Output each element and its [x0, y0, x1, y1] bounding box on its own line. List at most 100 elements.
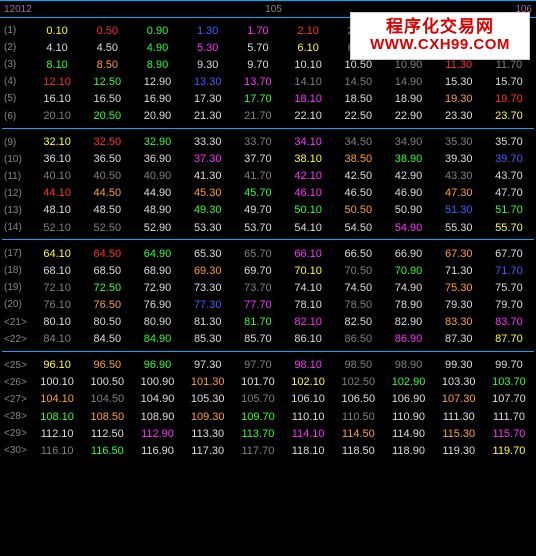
cell: 74.50 — [333, 282, 383, 294]
table-row: (18)68.1068.5068.9069.3069.7070.1070.507… — [2, 262, 534, 279]
cell: 15.70 — [484, 76, 534, 88]
cell: 22.90 — [383, 110, 433, 122]
cell: 53.30 — [183, 222, 233, 234]
cell: 18.10 — [283, 93, 333, 105]
cell: 104.90 — [132, 393, 182, 405]
block-separator — [2, 351, 534, 354]
cell: 69.30 — [183, 265, 233, 277]
cell: 110.90 — [383, 411, 433, 423]
cell: 10.90 — [383, 59, 433, 71]
cell: 110.50 — [333, 411, 383, 423]
cell: 103.30 — [434, 376, 484, 388]
cell: 98.10 — [283, 359, 333, 371]
cell: 11.70 — [484, 59, 534, 71]
cell: 73.30 — [183, 282, 233, 294]
cell: 77.70 — [233, 299, 283, 311]
row-index: <21> — [2, 317, 32, 328]
cell: 16.10 — [32, 93, 82, 105]
cell: 109.70 — [233, 411, 283, 423]
row-index: (5) — [2, 93, 32, 104]
cell: 18.90 — [383, 93, 433, 105]
cell: 79.30 — [434, 299, 484, 311]
cell: 42.50 — [333, 170, 383, 182]
cell: 50.90 — [383, 204, 433, 216]
cell: 40.90 — [132, 170, 182, 182]
cell: 86.90 — [383, 333, 433, 345]
cell: 103.70 — [484, 376, 534, 388]
cell: 35.30 — [434, 136, 484, 148]
cell: 106.90 — [383, 393, 433, 405]
cell: 102.90 — [383, 376, 433, 388]
cell: 17.30 — [183, 93, 233, 105]
cell: 112.10 — [32, 428, 82, 440]
cell: 16.90 — [132, 93, 182, 105]
cell: 36.90 — [132, 153, 182, 165]
table-row: (6)20.1020.5020.9021.3021.7022.1022.5022… — [2, 107, 534, 124]
cell: 68.50 — [82, 265, 132, 277]
cell: 32.90 — [132, 136, 182, 148]
row-index: (18) — [2, 265, 32, 276]
cell: 114.90 — [383, 428, 433, 440]
cell: 22.10 — [283, 110, 333, 122]
row-index: (6) — [2, 111, 32, 122]
cell: 67.70 — [484, 248, 534, 260]
cell: 53.70 — [233, 222, 283, 234]
row-index: <22> — [2, 334, 32, 345]
cell: 42.90 — [383, 170, 433, 182]
cell: 104.10 — [32, 393, 82, 405]
cell: 104.50 — [82, 393, 132, 405]
block-separator — [2, 128, 534, 131]
cell: 98.90 — [383, 359, 433, 371]
row-index: <30> — [2, 445, 32, 456]
row-index: (3) — [2, 59, 32, 70]
row-index: (13) — [2, 205, 32, 216]
cell: 48.10 — [32, 204, 82, 216]
cell: 70.50 — [333, 265, 383, 277]
cell: 106.50 — [333, 393, 383, 405]
table-row: (12)44.1044.5044.9045.3045.7046.1046.504… — [2, 185, 534, 202]
cell: 96.90 — [132, 359, 182, 371]
cell: 38.50 — [333, 153, 383, 165]
cell: 34.10 — [283, 136, 333, 148]
cell: 38.90 — [383, 153, 433, 165]
watermark-cn: 程序化交易网 — [386, 18, 494, 37]
cell: 0.90 — [132, 25, 182, 37]
cell: 85.30 — [183, 333, 233, 345]
cell: 114.10 — [283, 428, 333, 440]
cell: 47.70 — [484, 187, 534, 199]
cell: 80.90 — [132, 316, 182, 328]
cell: 100.50 — [82, 376, 132, 388]
cell: 32.50 — [82, 136, 132, 148]
cell: 82.50 — [333, 316, 383, 328]
cell: 70.90 — [383, 265, 433, 277]
table-row: <27>104.10104.50104.90105.30105.70106.10… — [2, 391, 534, 408]
cell: 39.70 — [484, 153, 534, 165]
cell: 108.90 — [132, 411, 182, 423]
cell: 11.30 — [434, 59, 484, 71]
cell: 46.90 — [383, 187, 433, 199]
cell: 79.70 — [484, 299, 534, 311]
cell: 72.10 — [32, 282, 82, 294]
cell: 54.50 — [333, 222, 383, 234]
row-index: (11) — [2, 171, 32, 182]
cell: 34.90 — [383, 136, 433, 148]
cell: 4.90 — [132, 42, 182, 54]
cell: 54.10 — [283, 222, 333, 234]
row-index: <29> — [2, 428, 32, 439]
cell: 44.10 — [32, 187, 82, 199]
cell: 114.50 — [333, 428, 383, 440]
cell: 70.10 — [283, 265, 333, 277]
cell: 75.30 — [434, 282, 484, 294]
cell: 55.30 — [434, 222, 484, 234]
cell: 78.10 — [283, 299, 333, 311]
cell: 100.90 — [132, 376, 182, 388]
cell: 19.70 — [484, 93, 534, 105]
cell: 76.50 — [82, 299, 132, 311]
cell: 13.30 — [183, 76, 233, 88]
cell: 82.90 — [383, 316, 433, 328]
cell: 119.70 — [484, 445, 534, 457]
cell: 33.30 — [183, 136, 233, 148]
cell: 44.50 — [82, 187, 132, 199]
cell: 0.10 — [32, 25, 82, 37]
cell: 81.30 — [183, 316, 233, 328]
